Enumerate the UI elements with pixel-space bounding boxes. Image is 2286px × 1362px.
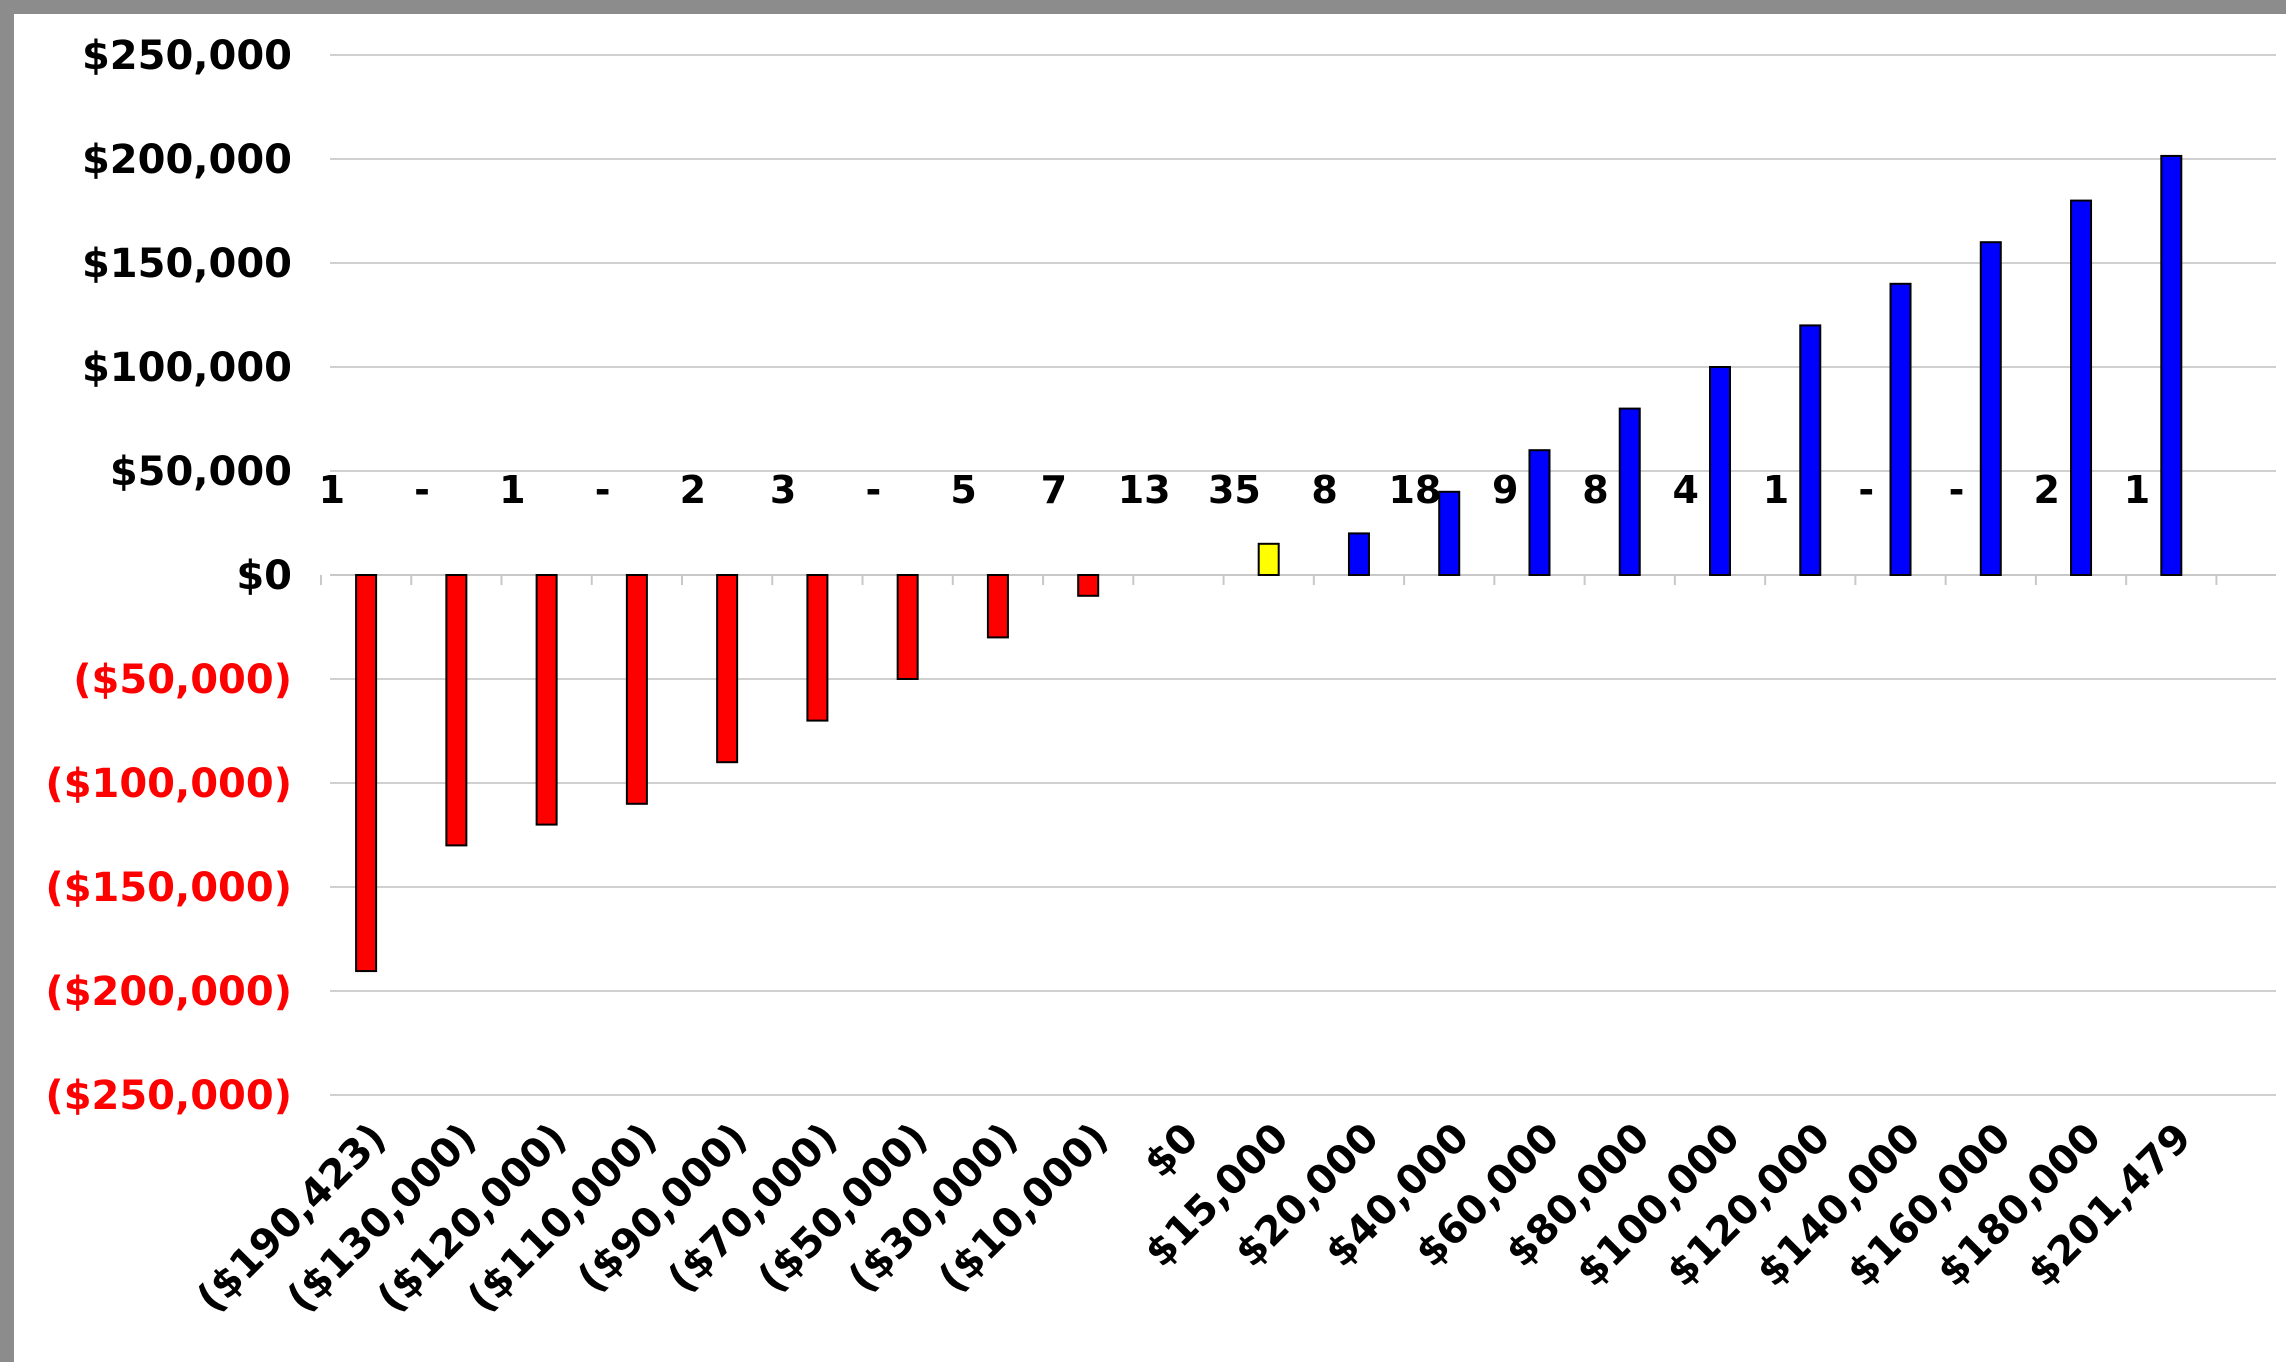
count-label: 13 <box>1118 468 1171 512</box>
y-tick-label: ($200,000) <box>45 969 292 1015</box>
count-label: 1 <box>2124 468 2150 512</box>
y-tick-label: ($250,000) <box>45 1073 292 1119</box>
bar <box>355 574 378 973</box>
count-label: - <box>1949 468 1965 512</box>
count-label: 2 <box>2034 468 2060 512</box>
count-label: 9 <box>1492 468 1518 512</box>
count-label: - <box>595 468 611 512</box>
bar <box>806 574 829 722</box>
y-tick-label: $100,000 <box>82 345 292 391</box>
y-tick-label: ($50,000) <box>73 657 292 703</box>
bar <box>625 574 648 805</box>
x-tick-label: $0 <box>1136 1115 1208 1187</box>
count-label: 7 <box>1041 468 1067 512</box>
bar <box>716 574 739 764</box>
bar <box>986 574 1009 639</box>
bar <box>1077 574 1100 597</box>
count-label: 8 <box>1311 468 1337 512</box>
count-label: - <box>865 468 881 512</box>
y-tick-label: ($100,000) <box>45 761 292 807</box>
count-label: 18 <box>1388 468 1441 512</box>
count-label: - <box>414 468 430 512</box>
y-tick-label: $50,000 <box>110 449 292 495</box>
bar <box>1528 449 1551 577</box>
bar <box>535 574 558 826</box>
count-label: 4 <box>1672 468 1698 512</box>
y-tick-label: $0 <box>236 553 292 599</box>
bar <box>2070 199 2093 576</box>
bar <box>2160 154 2183 576</box>
bar <box>1889 282 1912 576</box>
bar <box>1799 324 1822 576</box>
y-tick-label: $200,000 <box>82 137 292 183</box>
count-label: 35 <box>1208 468 1261 512</box>
bar <box>1347 532 1370 577</box>
count-label: 3 <box>770 468 796 512</box>
bar <box>896 574 919 680</box>
y-tick-label: ($150,000) <box>45 865 292 911</box>
bar <box>1438 490 1461 576</box>
count-label: 1 <box>499 468 525 512</box>
count-label: 1 <box>319 468 345 512</box>
count-label: 5 <box>950 468 976 512</box>
bar <box>1618 407 1641 576</box>
count-label: - <box>1858 468 1874 512</box>
bar <box>445 574 468 847</box>
count-label: 1 <box>1763 468 1789 512</box>
chart-frame <box>14 14 2286 1362</box>
count-label: 2 <box>680 468 706 512</box>
bar <box>1709 366 1731 576</box>
y-tick-label: $150,000 <box>82 241 292 287</box>
y-tick-label: $250,000 <box>82 33 292 79</box>
bar <box>1257 542 1280 576</box>
bar <box>1979 241 2002 576</box>
count-label: 8 <box>1582 468 1608 512</box>
